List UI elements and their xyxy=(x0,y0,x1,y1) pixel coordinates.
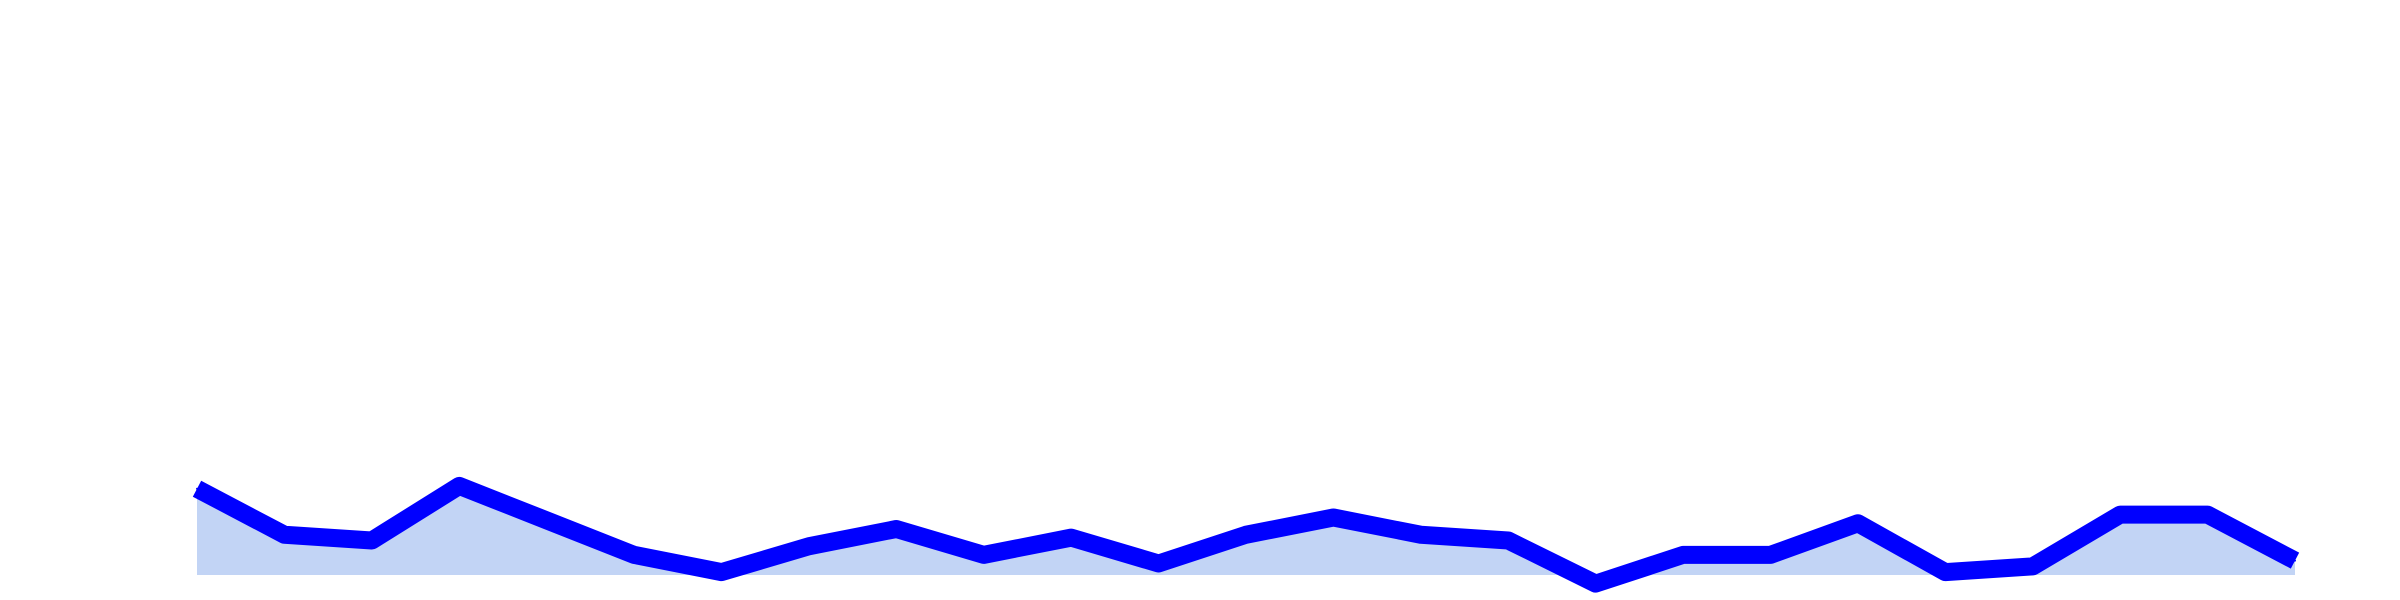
data-point-20 xyxy=(1944,571,1947,574)
data-point-2 xyxy=(370,539,373,542)
data-point-19 xyxy=(1856,522,1859,525)
data-point-0 xyxy=(196,487,198,490)
data-point-6 xyxy=(720,571,723,574)
data-point-8 xyxy=(895,528,898,530)
data-point-15 xyxy=(1507,539,1510,542)
data-point-1 xyxy=(283,533,286,536)
data-point-23 xyxy=(2206,513,2209,516)
data-point-16 xyxy=(1594,582,1597,585)
data-point-13 xyxy=(1332,516,1335,519)
data-point-22 xyxy=(2119,513,2122,516)
data-point-9 xyxy=(982,553,985,556)
data-point-17 xyxy=(1682,553,1685,556)
data-point-5 xyxy=(633,553,636,556)
data-point-10 xyxy=(1070,536,1073,539)
data-point-12 xyxy=(1245,533,1247,536)
data-point-14 xyxy=(1419,533,1422,536)
data-point-21 xyxy=(2031,565,2034,568)
data-point-3 xyxy=(458,484,461,487)
data-point-24 xyxy=(2294,559,2296,562)
data-point-11 xyxy=(1157,562,1160,565)
data-point-7 xyxy=(807,545,810,548)
data-point-18 xyxy=(1769,553,1772,556)
data-point-4 xyxy=(545,519,548,522)
